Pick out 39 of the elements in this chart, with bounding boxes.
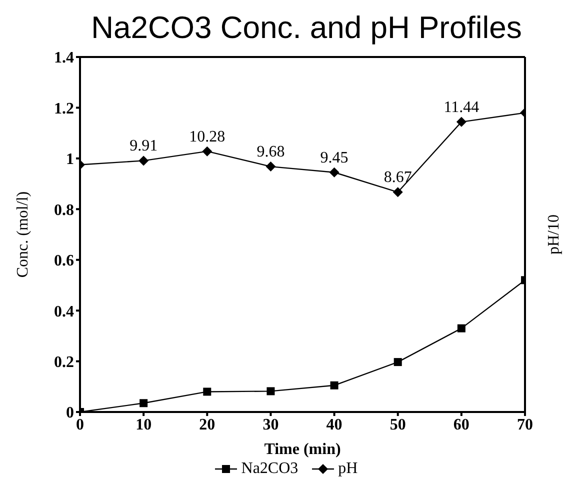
y-tick-label: 0.8 [54, 202, 74, 219]
point [329, 167, 340, 178]
data-label: 8.67 [384, 169, 412, 186]
point [203, 388, 212, 396]
point [456, 116, 466, 127]
y-tick-label: 1.4 [54, 50, 74, 67]
point [138, 156, 149, 166]
data-label: 9.91 [130, 138, 158, 155]
point [266, 162, 276, 172]
x-tick-label: 10 [136, 416, 152, 434]
data-label: 11.44 [444, 98, 480, 116]
legend-label: Na2CO3 [241, 460, 298, 478]
point [140, 399, 148, 408]
y-tick-label: 0.2 [54, 354, 74, 371]
y-tick-label: 0.4 [54, 303, 74, 320]
x-tick-label: 50 [390, 416, 406, 434]
y-tick-label: 1.2 [54, 100, 74, 118]
y2-axis-title: pH/10 [546, 214, 563, 254]
point [266, 387, 275, 396]
x-tick-label: 20 [199, 416, 216, 434]
point [202, 146, 212, 156]
y-tick-label: 0 [66, 404, 74, 422]
y-tick-label: 1 [66, 151, 74, 168]
data-label: 9.45 [320, 149, 348, 166]
x-tick-label: 40 [326, 416, 342, 434]
point [392, 187, 403, 198]
data-label: 10.28 [189, 128, 226, 146]
y-tick-label: 0.6 [54, 252, 74, 270]
y-axis-title: Conc. (mol/l) [14, 191, 32, 278]
x-tick-label: 60 [453, 416, 470, 434]
chart-title: Na2CO3 Conc. and pH Profiles [90, 9, 523, 47]
x-axis-title: Time (min) [264, 441, 341, 458]
point [330, 381, 338, 390]
point [457, 324, 466, 332]
x-tick-label: 70 [517, 416, 533, 434]
data-label: 9.68 [256, 144, 285, 161]
point [394, 358, 402, 366]
x-tick-label: 30 [262, 416, 279, 434]
legend-label: pH [338, 460, 358, 478]
